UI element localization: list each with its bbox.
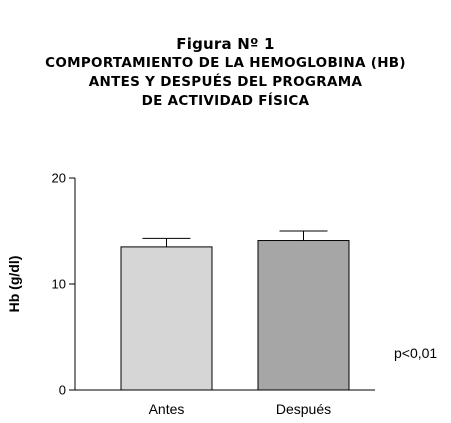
chart-title-block: Figura Nº 1 COMPORTAMIENTO DE LA HEMOGLO…	[0, 34, 451, 111]
bar-despu-s	[257, 240, 350, 391]
title-line-1: COMPORTAMIENTO DE LA HEMOGLOBINA (HB)	[45, 55, 406, 71]
title-line-2: ANTES Y DESPUÉS DEL PROGRAMA	[88, 74, 363, 90]
x-tick-label-despu-s: Después	[276, 401, 331, 417]
bar-antes	[120, 246, 213, 391]
y-tick-label-10: 10	[52, 277, 66, 292]
x-tick-label-antes: Antes	[149, 401, 185, 417]
chart-marks: 0 10 20 Antes Después	[52, 171, 350, 417]
significance-annotation: p<0,01	[394, 345, 437, 361]
y-tick-label-0: 0	[59, 383, 66, 398]
y-axis-label: Hb (g/dl)	[6, 256, 22, 313]
title-line-3: DE ACTIVIDAD FÍSICA	[141, 93, 310, 109]
y-tick-label-20: 20	[52, 171, 66, 186]
figure-label: Figura Nº 1	[176, 35, 275, 53]
